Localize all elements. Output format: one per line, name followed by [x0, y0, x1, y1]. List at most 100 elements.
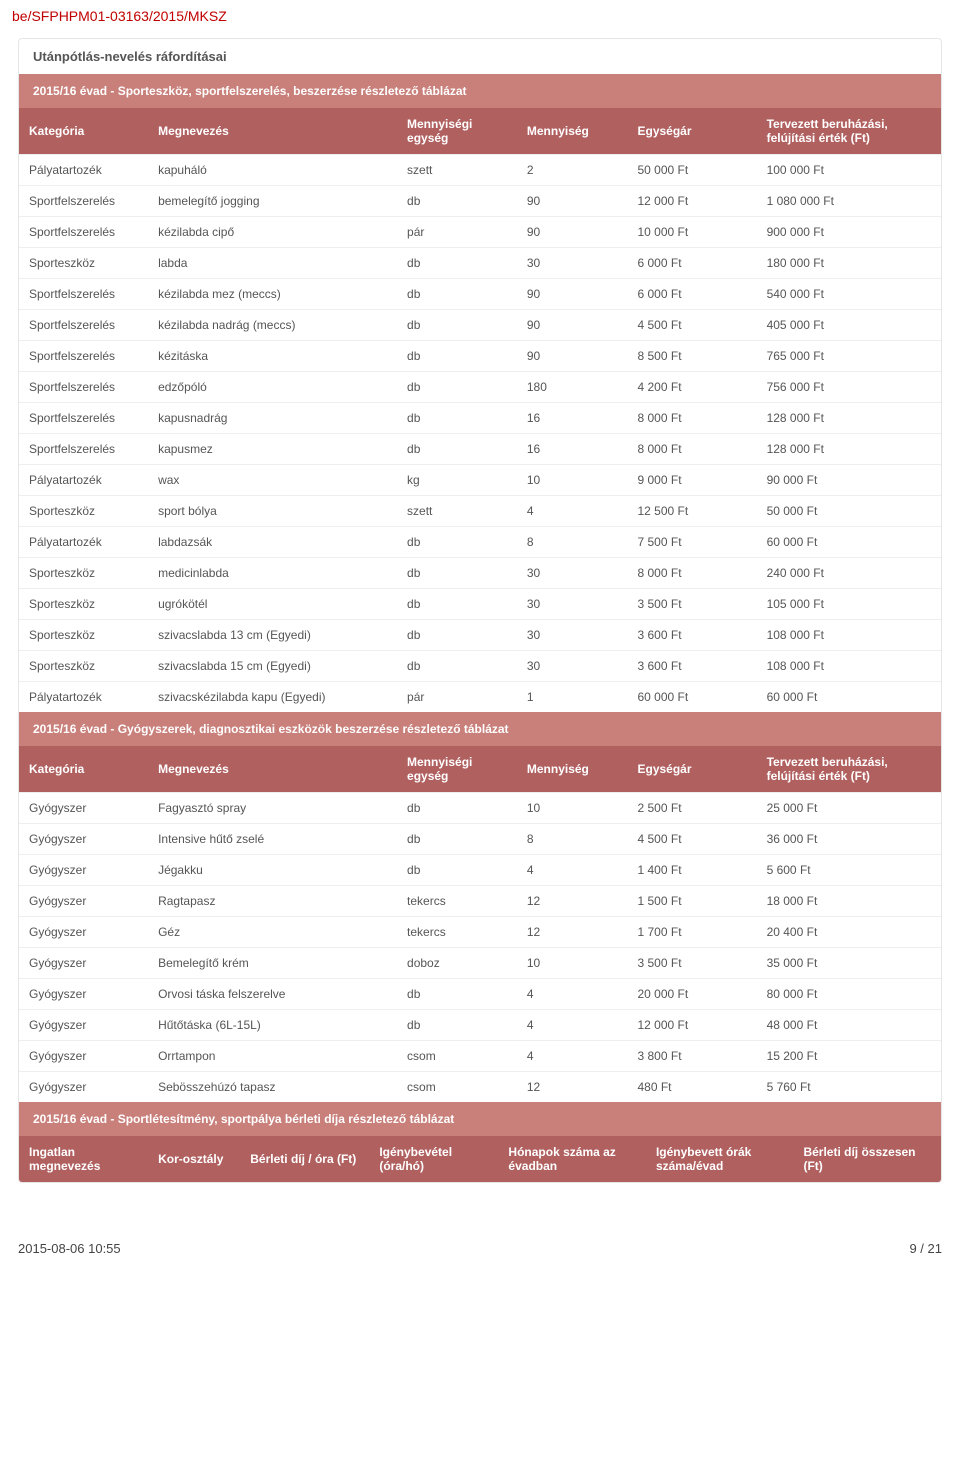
table-cell: 6 000 Ft — [628, 248, 757, 279]
table1-heading: 2015/16 évad - Sporteszköz, sportfelszer… — [19, 74, 941, 108]
table-cell: labdazsák — [148, 527, 397, 558]
table-cell: ugrókötél — [148, 589, 397, 620]
table-cell: 48 000 Ft — [757, 1010, 941, 1041]
table-cell: 12 000 Ft — [628, 186, 757, 217]
table-cell: db — [397, 793, 517, 824]
table-cell: Fagyasztó spray — [148, 793, 397, 824]
table-cell: 60 000 Ft — [757, 682, 941, 713]
table-cell: 765 000 Ft — [757, 341, 941, 372]
table-cell: db — [397, 186, 517, 217]
table2-heading: 2015/16 évad - Gyógyszerek, diagnosztika… — [19, 712, 941, 746]
table-row: GyógyszerIntensive hűtő zselédb84 500 Ft… — [19, 824, 941, 855]
table-cell: 8 500 Ft — [628, 341, 757, 372]
column-header: Mennyiség — [517, 746, 628, 793]
column-header: Mennyiségi egység — [397, 108, 517, 155]
table-row: Sportfelszereléskapusnadrágdb168 000 Ft1… — [19, 403, 941, 434]
table-cell: 90 — [517, 279, 628, 310]
table-cell: Gyógyszer — [19, 824, 148, 855]
column-header: Igénybevétel (óra/hó) — [369, 1136, 498, 1182]
table-cell: kapusnadrág — [148, 403, 397, 434]
table-cell: 90 — [517, 310, 628, 341]
table-cell: Sportfelszerelés — [19, 403, 148, 434]
table-cell: 25 000 Ft — [757, 793, 941, 824]
table-row: Sportfelszereléskézitáskadb908 500 Ft765… — [19, 341, 941, 372]
table-cell: Jégakku — [148, 855, 397, 886]
table-cell: Pályatartozék — [19, 682, 148, 713]
table-cell: Gyógyszer — [19, 1041, 148, 1072]
table-cell: kézitáska — [148, 341, 397, 372]
table-cell: 10 000 Ft — [628, 217, 757, 248]
table-cell: Sebösszehúzó tapasz — [148, 1072, 397, 1103]
table-cell: Sportfelszerelés — [19, 434, 148, 465]
table-cell: pár — [397, 217, 517, 248]
table-cell: medicinlabda — [148, 558, 397, 589]
table2: KategóriaMegnevezésMennyiségi egységMenn… — [19, 746, 941, 1102]
table-cell: 8 000 Ft — [628, 434, 757, 465]
table-cell: 3 500 Ft — [628, 589, 757, 620]
table-cell: 50 000 Ft — [628, 155, 757, 186]
table-cell: 9 000 Ft — [628, 465, 757, 496]
table-row: GyógyszerSebösszehúzó tapaszcsom12480 Ft… — [19, 1072, 941, 1103]
table-cell: Ragtapasz — [148, 886, 397, 917]
table-cell: 540 000 Ft — [757, 279, 941, 310]
table-cell: db — [397, 1010, 517, 1041]
table-cell: db — [397, 651, 517, 682]
table-cell: 8 — [517, 527, 628, 558]
table-cell: db — [397, 403, 517, 434]
table-cell: edzőpóló — [148, 372, 397, 403]
table-cell: Gyógyszer — [19, 1010, 148, 1041]
table-cell: 7 500 Ft — [628, 527, 757, 558]
table-cell: Gyógyszer — [19, 793, 148, 824]
column-header: Bérleti díj / óra (Ft) — [240, 1136, 369, 1182]
table-cell: 30 — [517, 558, 628, 589]
table-cell: sport bólya — [148, 496, 397, 527]
table-cell: 10 — [517, 465, 628, 496]
column-header: Megnevezés — [148, 746, 397, 793]
table-cell: Géz — [148, 917, 397, 948]
table-cell: 4 — [517, 496, 628, 527]
table-cell: 3 600 Ft — [628, 620, 757, 651]
table-cell: 90 000 Ft — [757, 465, 941, 496]
table-cell: kézilabda nadrág (meccs) — [148, 310, 397, 341]
column-header: Bérleti díj összesen (Ft) — [793, 1136, 941, 1182]
table-row: Pályatartozékkapuhálószett250 000 Ft100 … — [19, 155, 941, 186]
table-cell: 2 500 Ft — [628, 793, 757, 824]
table-cell: db — [397, 620, 517, 651]
table-cell: doboz — [397, 948, 517, 979]
footer-timestamp: 2015-08-06 10:55 — [18, 1241, 121, 1256]
table-cell: Sportfelszerelés — [19, 186, 148, 217]
table-cell: 18 000 Ft — [757, 886, 941, 917]
column-header: Igénybevett órák száma/évad — [646, 1136, 794, 1182]
table-row: Sportfelszereléskézilabda mez (meccs)db9… — [19, 279, 941, 310]
table-cell: db — [397, 589, 517, 620]
table-cell: 10 — [517, 793, 628, 824]
table-cell: szett — [397, 155, 517, 186]
table-cell: szivacskézilabda kapu (Egyedi) — [148, 682, 397, 713]
table-cell: 30 — [517, 589, 628, 620]
table-row: GyógyszerOrvosi táska felszerelvedb420 0… — [19, 979, 941, 1010]
column-header: Mennyiségi egység — [397, 746, 517, 793]
table-row: Sportfelszereléskézilabda cipőpár9010 00… — [19, 217, 941, 248]
table-cell: kézilabda mez (meccs) — [148, 279, 397, 310]
table-cell: 405 000 Ft — [757, 310, 941, 341]
table-cell: kapusmez — [148, 434, 397, 465]
table-cell: 1 700 Ft — [628, 917, 757, 948]
table-row: Pályatartozékszivacskézilabda kapu (Egye… — [19, 682, 941, 713]
table-cell: 128 000 Ft — [757, 434, 941, 465]
column-header: Kategória — [19, 108, 148, 155]
table-cell: 4 — [517, 979, 628, 1010]
table-row: Sportfelszerelésedzőpólódb1804 200 Ft756… — [19, 372, 941, 403]
table-cell: Gyógyszer — [19, 917, 148, 948]
table-cell: Bemelegítő krém — [148, 948, 397, 979]
table-row: GyógyszerGéztekercs121 700 Ft20 400 Ft — [19, 917, 941, 948]
table-cell: 8 — [517, 824, 628, 855]
table-row: GyógyszerRagtapasztekercs121 500 Ft18 00… — [19, 886, 941, 917]
table-cell: tekercs — [397, 917, 517, 948]
table-cell: 15 200 Ft — [757, 1041, 941, 1072]
table-cell: 30 — [517, 248, 628, 279]
table-cell: 10 — [517, 948, 628, 979]
table-row: GyógyszerOrrtamponcsom43 800 Ft15 200 Ft — [19, 1041, 941, 1072]
table-cell: 80 000 Ft — [757, 979, 941, 1010]
table-cell: 8 000 Ft — [628, 558, 757, 589]
table-cell: Orvosi táska felszerelve — [148, 979, 397, 1010]
